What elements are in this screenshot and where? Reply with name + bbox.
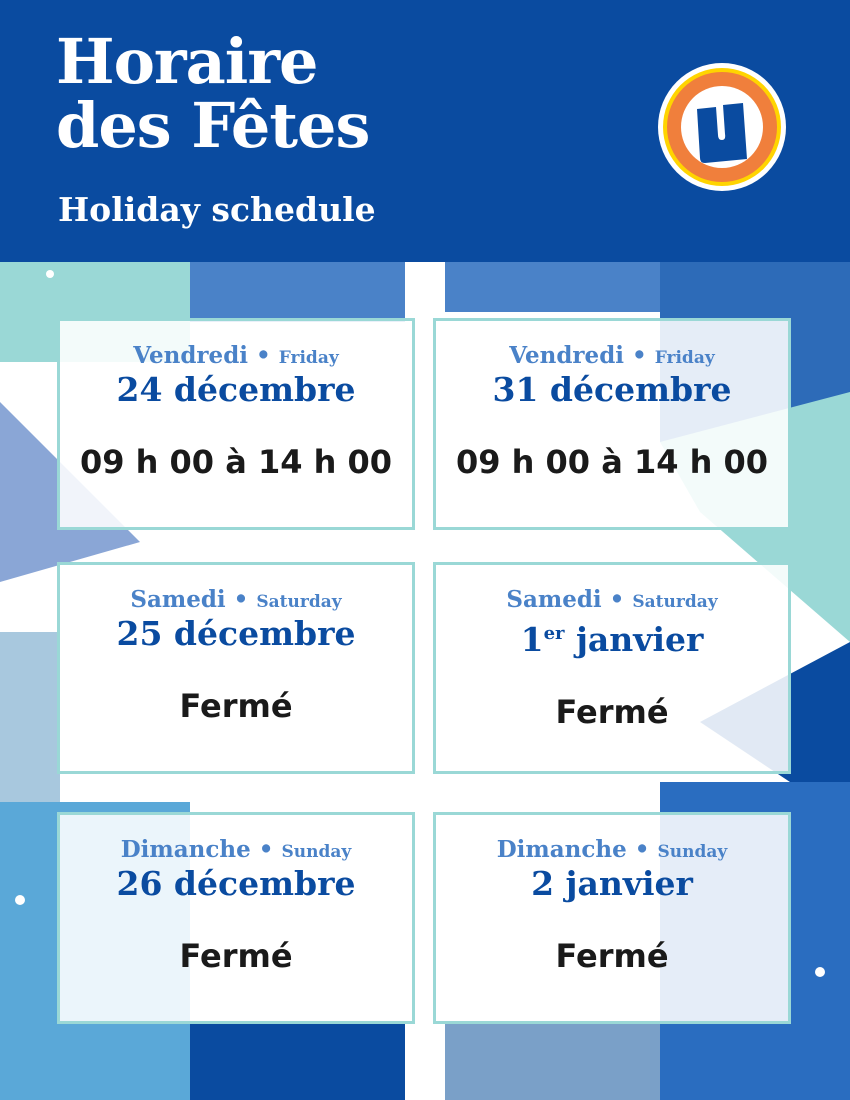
schedule-card-dec26: Dimanche • Sunday 26 décembre Fermé xyxy=(57,812,415,1024)
hours: Fermé xyxy=(179,937,293,975)
separator: • xyxy=(258,836,274,863)
date-month: janvier xyxy=(564,620,704,659)
title-line-1: Horaire xyxy=(56,25,318,98)
hours: Fermé xyxy=(555,693,669,731)
page-title: Horaire des Fêtes xyxy=(56,25,370,162)
schedule-card-dec24: Vendredi • Friday 24 décembre 09 h 00 à … xyxy=(57,318,415,530)
schedule-card-jan2: Dimanche • Sunday 2 janvier Fermé xyxy=(433,812,791,1024)
day-fr: Dimanche xyxy=(120,836,251,863)
day-fr: Vendredi xyxy=(509,342,625,369)
separator: • xyxy=(634,836,650,863)
separator: • xyxy=(632,342,647,369)
separator: • xyxy=(233,586,249,613)
day-fr: Samedi xyxy=(130,586,226,613)
day-en: Friday xyxy=(278,348,339,368)
date-ordinal: er xyxy=(543,623,565,644)
separator: • xyxy=(256,342,271,369)
date: 2 janvier xyxy=(531,864,693,903)
date: 25 décembre xyxy=(116,614,356,653)
date: 1er janvier xyxy=(436,615,788,659)
date-number: 1 xyxy=(520,620,544,659)
hours: 09 h 00 à 14 h 00 xyxy=(79,443,393,481)
day-fr: Vendredi xyxy=(133,342,249,369)
day-fr: Samedi xyxy=(506,586,602,613)
store-logo-icon xyxy=(658,63,786,191)
separator: • xyxy=(609,586,625,613)
day-en: Saturday xyxy=(632,592,718,612)
date: 31 décembre xyxy=(492,370,732,409)
schedule-card-dec25: Samedi • Saturday 25 décembre Fermé xyxy=(57,562,415,774)
day-en: Saturday xyxy=(256,592,342,612)
day-en: Sunday xyxy=(657,842,728,862)
schedule-card-dec31: Vendredi • Friday 31 décembre 09 h 00 à … xyxy=(433,318,791,530)
hours: Fermé xyxy=(555,937,669,975)
header: Horaire des Fêtes Holiday schedule xyxy=(0,0,850,262)
page-subtitle: Holiday schedule xyxy=(58,190,376,229)
title-line-2: des Fêtes xyxy=(56,89,370,162)
schedule-card-jan1: Samedi • Saturday 1er janvier Fermé xyxy=(433,562,791,774)
day-en: Friday xyxy=(654,348,715,368)
date: 24 décembre xyxy=(116,370,356,409)
day-en: Sunday xyxy=(281,842,352,862)
day-fr: Dimanche xyxy=(496,836,627,863)
hours: 09 h 00 à 14 h 00 xyxy=(455,443,769,481)
hours: Fermé xyxy=(179,687,293,725)
date: 26 décembre xyxy=(116,864,356,903)
